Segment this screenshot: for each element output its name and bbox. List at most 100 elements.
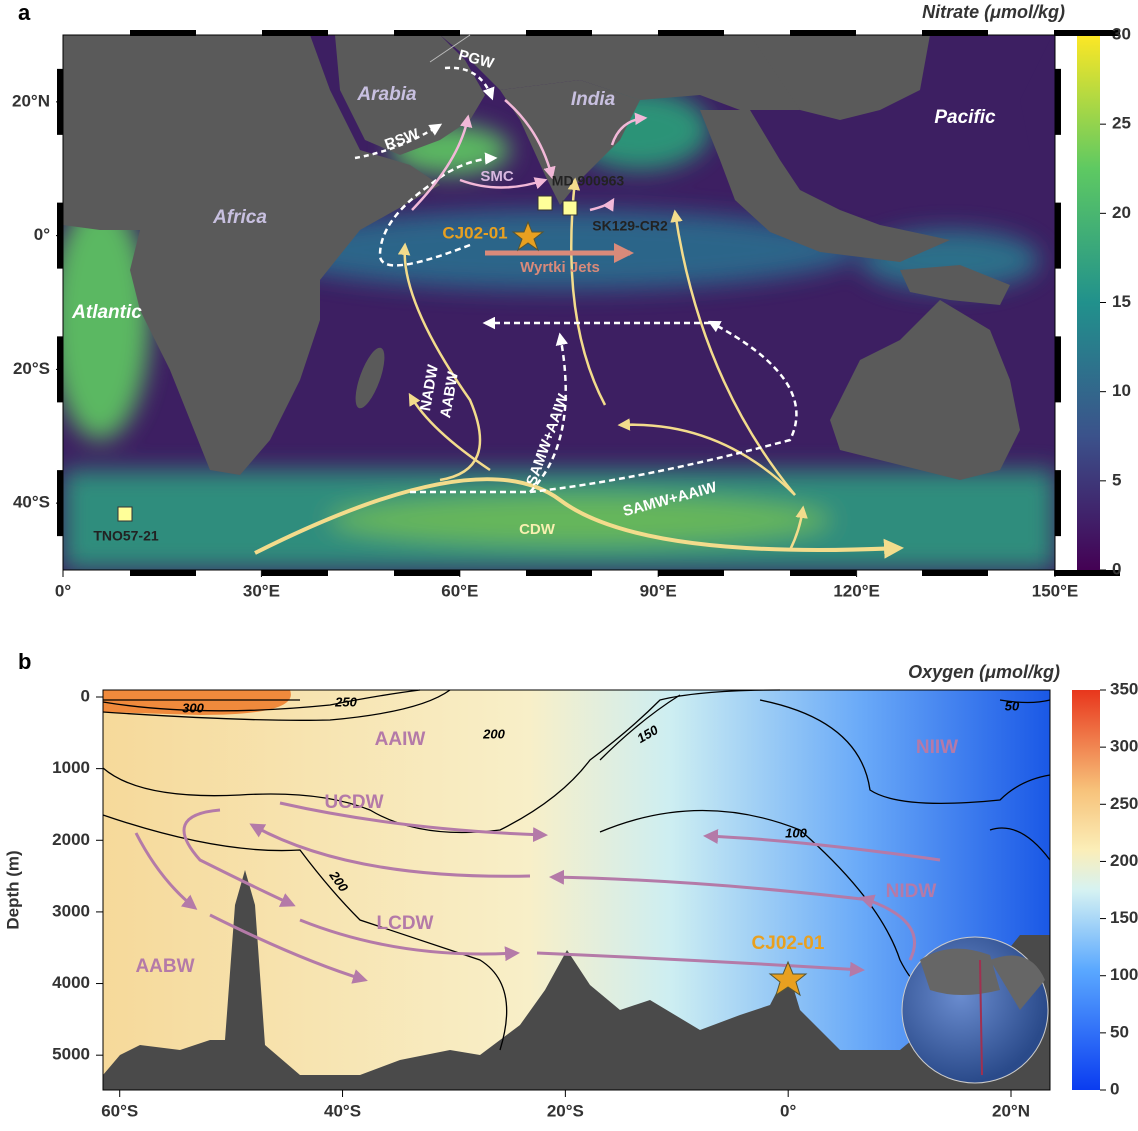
site-marker	[562, 200, 578, 216]
x-tick-label: 90°E	[640, 581, 677, 600]
water-mass-label: UCDW	[324, 792, 383, 813]
site-marker	[537, 195, 553, 211]
colorbar-tick-label: 0	[1112, 559, 1121, 578]
frame-dash	[922, 30, 988, 36]
site-star	[511, 220, 545, 252]
colorbar-tick-label: 30	[1112, 24, 1131, 43]
site-label: CJ02-01	[752, 933, 825, 954]
frame-dash	[1054, 570, 1120, 576]
contour-label: 100	[785, 825, 807, 840]
contour-label: 300	[182, 700, 204, 715]
frame-dash	[658, 570, 724, 576]
frame-dash	[394, 570, 460, 576]
water-mass-label: CDW	[519, 521, 556, 538]
colorbar-tick-label: 200	[1110, 851, 1138, 870]
colorbar-tick-label: 250	[1110, 794, 1138, 813]
x-tick-label: 0°	[780, 1101, 796, 1120]
panel-label: a	[18, 0, 31, 25]
frame-dash	[57, 68, 63, 135]
water-mass-label: AAIW	[375, 729, 426, 750]
frame-dash	[57, 470, 63, 537]
contour-label: 50	[1005, 698, 1020, 713]
frame-dash	[130, 570, 196, 576]
frame-dash	[526, 30, 592, 36]
colorbar-b	[1072, 690, 1100, 1090]
frame-dash	[1055, 336, 1061, 403]
colorbar-tick-label: 0	[1110, 1079, 1119, 1098]
contour-label: 250	[334, 694, 357, 709]
frame-dash	[1055, 202, 1061, 269]
contour-label: 200	[482, 726, 505, 741]
site-marker	[117, 506, 133, 522]
site-label: TNO57-21	[93, 528, 159, 544]
y-tick-label: 1000	[52, 758, 90, 777]
colorbar-tick-label: 15	[1112, 292, 1131, 311]
y-tick-label: 5000	[52, 1045, 90, 1064]
section	[102, 689, 1051, 1090]
region-label: Africa	[212, 207, 267, 228]
site-label: SK129-CR2	[592, 218, 668, 234]
y-tick-label: 20°S	[13, 359, 50, 378]
water-mass-label: LCDW	[377, 913, 434, 934]
frame-dash	[1055, 68, 1061, 135]
colorbar-title: Oxygen (μmol/kg)	[908, 662, 1060, 682]
x-tick-label: 60°E	[441, 581, 478, 600]
panel-label: b	[18, 649, 31, 674]
frame-dash	[526, 570, 592, 576]
y-tick-label: 4000	[52, 973, 90, 992]
y-tick-label: 3000	[52, 901, 90, 920]
y-tick-label: 2000	[52, 830, 90, 849]
x-tick-label: 40°S	[324, 1101, 361, 1120]
colorbar-tick-label: 100	[1110, 965, 1138, 984]
colorbar-title: Nitrate (μmol/kg)	[922, 2, 1065, 22]
frame-dash	[262, 30, 328, 36]
y-tick-label: 40°S	[13, 493, 50, 512]
x-tick-label: 20°S	[547, 1101, 584, 1120]
x-tick-label: 150°E	[1032, 581, 1079, 600]
water-mass-label: SMC	[480, 168, 514, 185]
y-tick-label: 20°N	[12, 91, 50, 110]
frame-dash	[1055, 470, 1061, 537]
frame-dash	[262, 570, 328, 576]
colorbar-tick-label: 5	[1112, 470, 1121, 489]
colorbar-tick-label: 150	[1110, 908, 1138, 927]
colorbar-tick-label: 50	[1110, 1022, 1129, 1041]
frame-dash	[922, 570, 988, 576]
frame-dash	[57, 336, 63, 403]
region-label: Atlantic	[71, 302, 142, 323]
water-mass-label: NIDW	[886, 881, 937, 902]
frame-dash	[394, 30, 460, 36]
frame-dash	[130, 30, 196, 36]
colorbar-tick-label: 25	[1112, 114, 1131, 133]
region-label: India	[571, 89, 616, 110]
frame-dash	[790, 30, 856, 36]
frame-dash	[1054, 30, 1120, 36]
region-label: Arabia	[356, 84, 417, 105]
x-tick-label: 30°E	[243, 581, 280, 600]
site-star	[768, 960, 808, 997]
colorbar-tick-label: 10	[1112, 381, 1131, 400]
colorbar-a	[1077, 35, 1100, 570]
colorbar-tick-label: 300	[1110, 737, 1138, 756]
water-mass-label: NIIW	[916, 737, 958, 758]
y-tick-label: 0°	[34, 225, 50, 244]
x-tick-label: 120°E	[833, 581, 880, 600]
frame-dash	[790, 570, 856, 576]
colorbar-tick-label: 20	[1112, 203, 1131, 222]
frame-dash	[57, 202, 63, 269]
water-mass-label: AABW	[135, 956, 194, 977]
site-label: CJ02-01	[442, 223, 507, 242]
colorbar-tick-label: 350	[1110, 679, 1138, 698]
x-tick-label: 0°	[55, 581, 71, 600]
y-tick-label: 0	[81, 686, 90, 705]
y-axis-title: Depth (m)	[3, 850, 22, 929]
x-tick-label: 20°N	[992, 1101, 1030, 1120]
water-mass-label: Wyrtki Jets	[520, 259, 600, 276]
x-tick-label: 60°S	[101, 1101, 138, 1120]
frame-dash	[658, 30, 724, 36]
flow-arrows	[254, 34, 904, 559]
site-label: MD 900963	[552, 173, 625, 189]
region-label: Pacific	[934, 107, 996, 128]
map	[63, 35, 1055, 570]
